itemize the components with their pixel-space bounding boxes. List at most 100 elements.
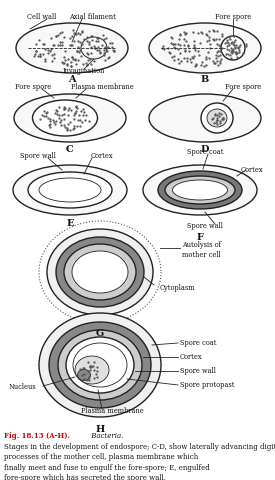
Point <box>193 47 197 54</box>
Point <box>65 55 70 63</box>
Point <box>226 50 230 58</box>
Point <box>193 62 197 70</box>
Point <box>62 53 67 60</box>
Point <box>89 362 94 370</box>
Point <box>46 115 50 122</box>
Ellipse shape <box>13 165 127 215</box>
Ellipse shape <box>32 100 98 136</box>
Point <box>55 107 59 115</box>
Point <box>217 43 222 50</box>
Point <box>185 57 189 65</box>
Point <box>191 28 196 36</box>
Point <box>221 114 226 122</box>
Point <box>66 120 70 128</box>
Point <box>68 41 72 49</box>
Point <box>65 126 69 133</box>
Point <box>172 40 177 48</box>
Point <box>225 38 230 46</box>
Point <box>102 49 107 57</box>
Point <box>48 47 52 55</box>
Point <box>33 50 37 58</box>
Point <box>235 53 239 60</box>
Point <box>106 43 111 51</box>
Point <box>83 60 88 67</box>
Point <box>74 60 78 68</box>
Point <box>204 53 208 61</box>
Point <box>42 112 46 120</box>
Ellipse shape <box>81 37 107 59</box>
Point <box>220 32 224 40</box>
Text: Cytoplasm: Cytoplasm <box>160 284 196 292</box>
Point <box>218 120 222 127</box>
Point <box>85 33 89 41</box>
Point <box>97 47 101 54</box>
Point <box>213 35 218 43</box>
Point <box>41 40 45 48</box>
Point <box>192 41 196 49</box>
Ellipse shape <box>78 370 90 381</box>
Point <box>185 54 189 62</box>
Point <box>42 107 46 115</box>
Point <box>101 35 106 43</box>
Point <box>86 50 90 58</box>
Point <box>205 37 209 45</box>
Point <box>103 43 107 51</box>
Point <box>73 103 78 111</box>
Point <box>230 49 234 57</box>
Point <box>215 114 219 122</box>
Point <box>237 46 241 54</box>
Point <box>48 120 52 128</box>
Point <box>81 364 86 372</box>
Point <box>179 57 184 64</box>
Point <box>236 44 240 52</box>
Ellipse shape <box>165 176 235 204</box>
Point <box>191 43 196 51</box>
Point <box>77 48 81 56</box>
Point <box>170 40 175 48</box>
Point <box>61 121 66 129</box>
Point <box>112 48 116 55</box>
Point <box>59 117 64 124</box>
Ellipse shape <box>149 94 261 142</box>
Point <box>205 31 210 39</box>
Point <box>34 40 38 48</box>
Ellipse shape <box>149 23 261 73</box>
Point <box>186 41 191 49</box>
Point <box>74 107 79 114</box>
Point <box>206 54 211 62</box>
Point <box>77 111 81 119</box>
Point <box>202 62 206 70</box>
Point <box>95 367 99 375</box>
Ellipse shape <box>221 36 245 60</box>
Point <box>67 119 72 126</box>
Ellipse shape <box>172 180 227 200</box>
Point <box>96 34 100 42</box>
Point <box>85 37 89 45</box>
Ellipse shape <box>75 356 109 384</box>
Point <box>244 43 248 50</box>
Point <box>228 51 232 59</box>
Point <box>71 26 75 34</box>
Point <box>75 47 79 55</box>
Point <box>92 44 97 52</box>
Point <box>232 32 236 39</box>
Point <box>215 116 219 123</box>
Point <box>80 371 84 379</box>
Point <box>226 39 230 47</box>
Point <box>89 49 93 57</box>
Point <box>58 119 62 126</box>
Text: D: D <box>201 144 209 154</box>
Point <box>58 38 62 46</box>
Point <box>78 116 82 124</box>
Point <box>79 53 84 60</box>
Point <box>182 54 186 61</box>
Point <box>230 47 234 55</box>
Text: Stages in the development of endospore; C-D, show laterally advancing digit-like: Stages in the development of endospore; … <box>4 443 275 480</box>
Point <box>62 103 66 111</box>
Point <box>38 52 42 60</box>
Point <box>69 62 73 70</box>
Point <box>211 120 216 127</box>
Point <box>48 115 53 123</box>
Point <box>232 41 236 48</box>
Ellipse shape <box>201 103 233 133</box>
